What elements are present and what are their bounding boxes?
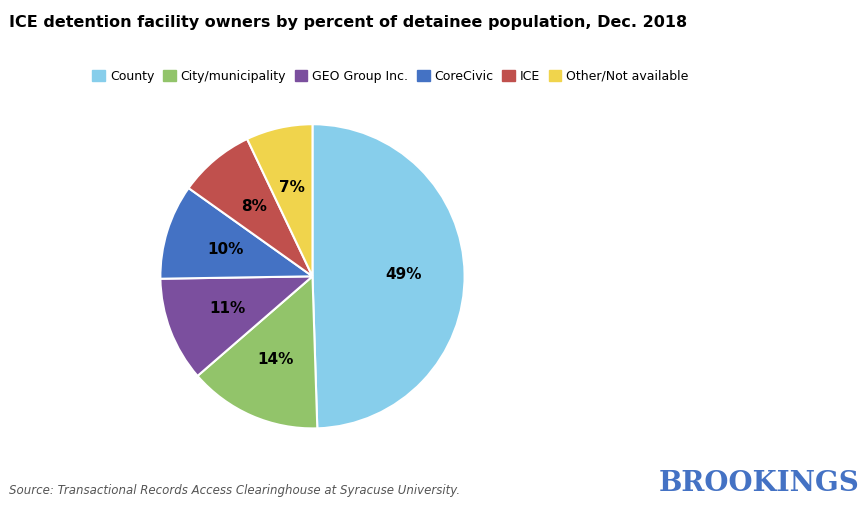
Text: 11%: 11%	[209, 301, 246, 316]
Wedge shape	[247, 124, 312, 276]
Text: ICE detention facility owners by percent of detainee population, Dec. 2018: ICE detention facility owners by percent…	[9, 15, 687, 30]
Text: 14%: 14%	[258, 352, 294, 368]
Wedge shape	[188, 139, 312, 276]
Text: 7%: 7%	[279, 180, 306, 195]
Wedge shape	[312, 124, 464, 428]
Wedge shape	[161, 276, 312, 376]
Text: Source: Transactional Records Access Clearinghouse at Syracuse University.: Source: Transactional Records Access Cle…	[9, 484, 460, 497]
Legend: County, City/municipality, GEO Group Inc., CoreCivic, ICE, Other/Not available: County, City/municipality, GEO Group Inc…	[90, 67, 691, 85]
Text: 49%: 49%	[385, 267, 422, 282]
Wedge shape	[198, 276, 318, 428]
Text: 10%: 10%	[207, 242, 244, 257]
Wedge shape	[161, 188, 312, 279]
Text: BROOKINGS: BROOKINGS	[659, 470, 859, 497]
Text: 8%: 8%	[241, 199, 266, 214]
